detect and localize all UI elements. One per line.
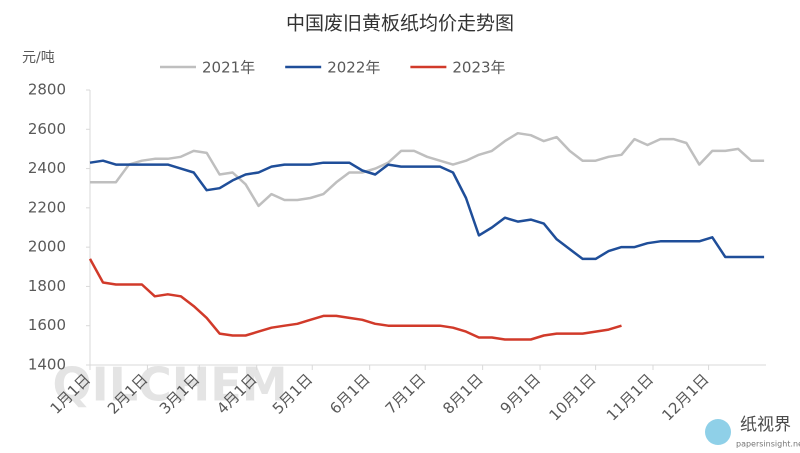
- x-tick-label: 6月1日: [326, 370, 373, 417]
- y-tick-label: 1800: [28, 277, 66, 295]
- watermark: QILCHEM: [53, 358, 288, 412]
- chart-title: 中国废旧黄板纸均价走势图: [286, 13, 514, 35]
- x-tick-label: 11月1日: [603, 370, 657, 424]
- x-tick-label: 10月1日: [545, 370, 599, 424]
- y-axis-label: 元/吨: [22, 50, 55, 66]
- x-tick-label: 12月1日: [658, 370, 712, 424]
- logo: 纸视界 papersinsight.net: [705, 415, 800, 449]
- legend-label: 2022年: [327, 59, 380, 77]
- y-tick-label: 2400: [28, 159, 66, 177]
- logo-icon: [705, 419, 731, 445]
- y-tick-label: 2000: [28, 238, 66, 256]
- series-line: [89, 159, 765, 261]
- logo-text: 纸视界: [740, 415, 791, 435]
- series-line: [88, 258, 622, 341]
- y-tick-label: 2800: [28, 81, 66, 99]
- y-tick-label: 1400: [28, 356, 66, 374]
- series-line: [90, 131, 765, 208]
- legend-item: 2021年: [160, 59, 255, 77]
- x-tick-label: 9月1日: [497, 370, 544, 417]
- x-tick-label: 7月1日: [382, 370, 429, 417]
- x-tick-label: 8月1日: [439, 370, 486, 417]
- y-tick-label: 2200: [28, 198, 66, 216]
- logo-url: papersinsight.net: [736, 440, 800, 449]
- legend-label: 2023年: [452, 59, 505, 77]
- legend-label: 2021年: [202, 59, 255, 77]
- y-tick-label: 1600: [28, 316, 66, 334]
- legend-item: 2023年: [410, 59, 506, 77]
- legend-item: 2022年: [285, 59, 380, 77]
- y-tick-label: 2600: [28, 120, 66, 138]
